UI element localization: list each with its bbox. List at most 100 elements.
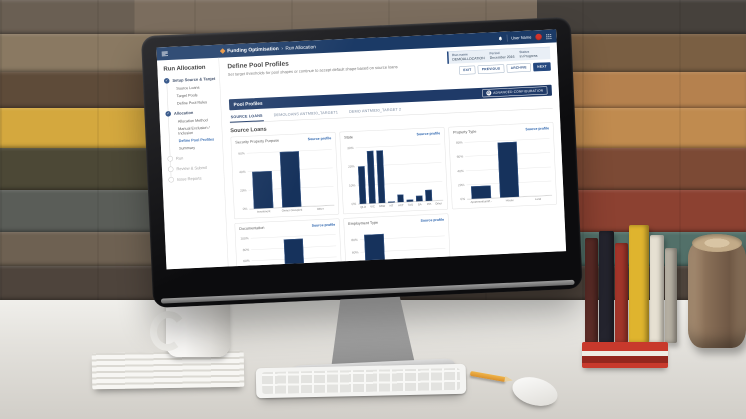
sidebar-item-define-pool-profiles[interactable]: Define Pool Profiles — [178, 137, 215, 144]
archive-button[interactable]: ARCHIVE — [506, 63, 531, 73]
advanced-configuration-button[interactable]: ⚙ ADVANCED CONFIGURATION — [482, 86, 548, 98]
run-info-value: In Progress — [519, 54, 538, 59]
source-profile-link[interactable]: Source profile — [416, 131, 441, 137]
sidebar-item-summary[interactable]: Summary — [178, 145, 196, 151]
step-label: Issue Reports — [176, 176, 202, 182]
bar-tas — [406, 199, 414, 202]
app-header: Funding Optimisation › Run Allocation Us… — [156, 29, 557, 61]
y-axis-tick: 60% — [351, 250, 359, 255]
y-axis-tick: 80% — [351, 238, 358, 243]
app-grid-icon[interactable] — [545, 33, 552, 40]
source-profile-link[interactable]: Source profile — [307, 136, 332, 142]
source-profile-link[interactable]: Source profile — [311, 223, 336, 228]
run-summary-panel: Run name DEMOALLOCATION Period December 201… — [446, 46, 551, 76]
next-button[interactable]: NEXT — [533, 62, 551, 72]
sidebar-step-setup-source-target[interactable]: ✓ Setup Source & Target — [163, 76, 220, 84]
wood-log — [688, 234, 746, 348]
y-axis-tick: 40% — [352, 263, 360, 268]
monitor-stand — [328, 294, 415, 368]
menu-icon[interactable] — [161, 51, 168, 57]
run-info-value: DEMOALLOCATION — [452, 56, 485, 62]
breadcrumb-page: Run Allocation — [285, 44, 316, 51]
book-spine — [615, 243, 628, 343]
sidebar-step-review-submit[interactable]: Review & Submit — [167, 164, 224, 173]
bell-icon[interactable] — [498, 36, 503, 42]
gridline — [361, 260, 446, 266]
step-status-icon — [167, 166, 174, 173]
header-actions: User Name — [498, 33, 552, 42]
sidebar-step-allocation[interactable]: ✓ Allocation — [165, 109, 221, 117]
x-axis-label: Owner Occupied — [281, 208, 303, 213]
y-axis-tick: 0% — [242, 207, 248, 212]
tab-demoloans-antm830-target1[interactable]: DEMOLOANS ANTM830_TARGET1 — [273, 109, 339, 118]
monitor: Funding Optimisation › Run Allocation Us… — [140, 0, 592, 391]
source-profile-link[interactable]: Source profile — [525, 126, 550, 132]
x-axis-label: NT — [389, 204, 394, 208]
x-axis-label: Other — [316, 207, 324, 211]
main-content: Define Pool Profiles Set target threshol… — [219, 42, 566, 270]
x-axis-label: Investment — [256, 210, 271, 214]
chart-card-property-type: Property Type Source profile 0% 20% 40% 60% 80… — [448, 122, 557, 210]
previous-button[interactable]: PREVIOUS — [477, 64, 505, 74]
step-label: Setup Source & Target — [172, 76, 216, 83]
step-status-icon — [168, 176, 175, 183]
y-axis-tick: 20% — [457, 183, 465, 188]
sidebar-step-run[interactable]: Run — [167, 154, 223, 162]
x-axis-label: House — [505, 198, 514, 203]
y-axis-tick: 60% — [243, 259, 250, 264]
avatar[interactable] — [535, 33, 542, 41]
breadcrumb-separator: › — [281, 45, 284, 52]
gear-icon: ⚙ — [486, 90, 492, 96]
bar-chart-plot: 0%20%40%60%80%100% — [240, 231, 339, 270]
exit-button[interactable]: EXIT — [459, 65, 476, 75]
advanced-configuration-label: ADVANCED CONFIGURATION — [493, 88, 544, 95]
bar-chart-plot: 0%20%40%60%80% — [456, 135, 553, 201]
step-status-icon: ✓ — [163, 77, 170, 84]
stepper-connector-line — [166, 81, 172, 178]
y-axis-tick: 80% — [242, 248, 250, 252]
bar-chart-plot: 0% 10% 20% 30% — [347, 140, 444, 206]
sidebar-item-source-loans[interactable]: Source Loans — [176, 85, 200, 91]
chart-title: Employment Type — [348, 220, 379, 227]
step-label: Run — [175, 155, 184, 161]
y-axis-tick: 10% — [348, 183, 356, 188]
book-spine — [665, 248, 677, 343]
sidebar-step-issue-reports[interactable]: Issue Reports — [168, 175, 224, 183]
sidebar-item-allocation-method[interactable]: Allocation Method — [177, 117, 208, 124]
bar-owner-occupied — [279, 151, 302, 208]
run-info-value: December 2016 — [489, 55, 515, 60]
y-axis-tick: 0% — [351, 202, 357, 207]
run-info: Run name DEMOALLOCATION Period December 201… — [446, 46, 551, 64]
y-axis-tick: 60% — [238, 152, 245, 156]
y-axis-tick: 100% — [240, 236, 249, 241]
brand-name: Funding Optimisation — [227, 45, 279, 54]
bar-chart-plot: 0% 20% 40% 60% — [238, 145, 335, 211]
sidebar-item-manual-exclusion-inclusion[interactable]: Manual Exclusion / Inclusion — [178, 125, 210, 136]
y-axis-tick: 60% — [456, 155, 464, 159]
tab-source-loans[interactable]: SOURCE LOANS — [229, 109, 264, 123]
pool-profiles-title: Pool Profiles — [233, 100, 263, 108]
breadcrumb: Funding Optimisation › Run Allocation — [219, 44, 316, 54]
stacked-books — [582, 342, 668, 368]
y-axis-tick: 40% — [457, 169, 464, 174]
step-status-icon — [167, 155, 174, 162]
y-axis-tick: 0% — [460, 197, 466, 202]
bar-wa — [425, 189, 433, 201]
sidebar-item-define-pool-rules[interactable]: Define Pool Rules — [176, 99, 208, 106]
source-profile-link[interactable]: Source profile — [420, 218, 445, 223]
sidebar-item-target-pools[interactable]: Target Pools — [176, 92, 198, 99]
bar-nt — [388, 201, 395, 203]
user-name: User Name — [511, 34, 532, 41]
x-axis-label: ACT — [398, 203, 404, 208]
chart-title: State — [344, 134, 354, 140]
action-buttons: EXIT PREVIOUS ARCHIVE NEXT — [448, 62, 551, 75]
bar-chart-plot: 0%20%40%60%80% — [351, 226, 448, 270]
chart-card-security-property-purpose: Security Property Purpose Source profile 0… — [230, 132, 340, 220]
x-axis-label: Land — [534, 197, 542, 202]
step-status-icon: ✓ — [165, 110, 172, 117]
x-axis-label: TAS — [407, 203, 413, 207]
bar-series-0 — [364, 233, 386, 270]
tab-demo-antm830-target-2[interactable]: DEMO ANTM830_TARGET 2 — [348, 107, 402, 114]
